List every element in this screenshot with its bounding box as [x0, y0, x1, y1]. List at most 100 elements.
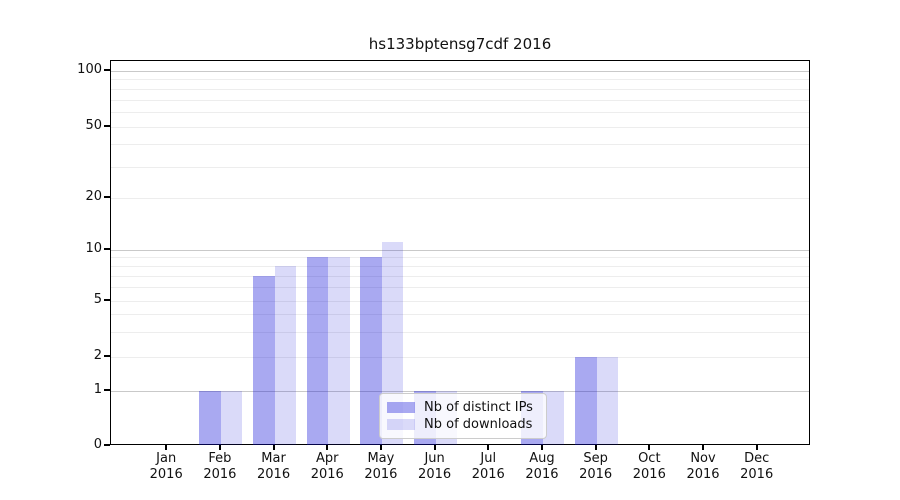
major-gridline: [111, 390, 809, 392]
month-label: Dec: [744, 451, 770, 466]
minor-gridline: [111, 332, 809, 334]
minor-gridline: [111, 144, 809, 146]
bar-downloads: [328, 257, 350, 445]
y-tick-label: 0: [93, 437, 102, 452]
x-tick-label: May 2016: [351, 451, 411, 483]
month-label: May: [367, 451, 395, 466]
x-tick-label: Jul 2016: [458, 451, 518, 483]
year-label: 2016: [632, 467, 666, 482]
minor-gridline: [111, 88, 809, 90]
bar-downloads: [274, 266, 297, 445]
y-tick-mark: [104, 444, 110, 446]
bar-distinct-ips: [306, 257, 329, 445]
y-tick-label: 10: [85, 240, 102, 256]
legend-entry-distinct-ips: Nb of distinct IPs: [387, 399, 538, 416]
x-tick-label: Feb 2016: [190, 451, 250, 483]
minor-gridline: [111, 79, 809, 81]
month-label: Sep: [583, 451, 608, 466]
year-label: 2016: [686, 467, 720, 482]
y-tick-mark: [104, 298, 110, 301]
legend-entry-downloads: Nb of downloads: [387, 416, 538, 433]
bar-downloads: [220, 390, 243, 445]
minor-gridline: [111, 166, 809, 168]
minor-gridline: [111, 266, 809, 267]
major-gridline: [111, 71, 809, 72]
year-label: 2016: [257, 467, 291, 482]
x-tick-mark: [379, 445, 382, 450]
bar-downloads: [542, 390, 565, 445]
x-tick-mark: [755, 445, 758, 450]
month-label: Aug: [529, 451, 555, 466]
month-label: Feb: [208, 451, 232, 466]
minor-gridline: [111, 314, 809, 316]
x-tick-label: Nov 2016: [673, 451, 733, 483]
month-label: Jul: [480, 451, 497, 466]
year-label: 2016: [203, 467, 237, 482]
x-tick-mark: [326, 445, 329, 450]
x-tick-mark: [272, 445, 275, 450]
distinct-ips-swatch-icon: [387, 402, 415, 413]
bar-downloads: [596, 357, 619, 445]
x-tick-label: Aug 2016: [512, 451, 572, 483]
year-label: 2016: [579, 467, 613, 482]
month-label: Jan: [156, 451, 177, 466]
legend-label-downloads: Nb of downloads: [424, 417, 533, 432]
minor-gridline: [111, 99, 809, 101]
minor-gridline: [111, 257, 809, 259]
minor-gridline: [111, 275, 809, 277]
major-gridline: [111, 249, 809, 251]
x-tick-mark: [648, 445, 651, 450]
y-tick-mark: [104, 196, 110, 199]
x-tick-mark: [702, 445, 704, 450]
minor-gridline: [111, 112, 809, 114]
month-label: Oct: [638, 451, 661, 466]
month-label: Mar: [261, 451, 286, 466]
bar-distinct-ips: [575, 357, 597, 445]
bar-distinct-ips: [199, 390, 221, 445]
y-tick-mark: [104, 388, 110, 391]
y-tick-label: 5: [93, 291, 102, 307]
y-tick-mark: [104, 355, 110, 357]
year-label: 2016: [149, 467, 183, 482]
month-label: Apr: [315, 451, 339, 466]
month-label: Jun: [424, 451, 445, 466]
x-tick-label: Jan 2016: [136, 451, 196, 483]
x-tick-label: Sep 2016: [566, 451, 626, 483]
x-tick-label: Apr 2016: [297, 451, 357, 483]
x-tick-mark: [433, 445, 436, 450]
x-tick-mark: [594, 445, 597, 450]
year-label: 2016: [740, 467, 774, 482]
minor-gridline: [111, 198, 809, 200]
x-tick-label: Dec 2016: [727, 451, 787, 483]
y-tick-label: 50: [85, 117, 102, 133]
year-label: 2016: [471, 467, 505, 482]
y-tick-mark: [104, 69, 110, 71]
chart-title: hs133bptensg7cdf 2016: [368, 35, 552, 53]
minor-gridline: [111, 300, 809, 302]
legend: Nb of distinct IPs Nb of downloads: [379, 393, 547, 439]
y-tick-label: 20: [85, 189, 102, 205]
downloads-swatch-icon: [387, 419, 415, 430]
x-tick-mark: [218, 445, 221, 450]
plot-area: [110, 60, 810, 445]
year-label: 2016: [525, 467, 559, 482]
x-tick-mark: [487, 445, 490, 450]
bar-distinct-ips: [253, 275, 275, 445]
x-tick-label: Jun 2016: [405, 451, 465, 483]
minor-gridline: [111, 357, 809, 358]
minor-gridline: [111, 126, 809, 128]
y-tick-mark: [104, 247, 110, 250]
year-label: 2016: [418, 467, 452, 482]
y-tick-label: 2: [93, 348, 102, 363]
x-tick-label: Mar 2016: [244, 451, 304, 483]
y-tick-label: 1: [93, 381, 102, 397]
x-tick-label: Oct 2016: [619, 451, 679, 483]
minor-gridline: [111, 287, 809, 289]
bar-distinct-ips: [360, 257, 382, 445]
x-tick-mark: [540, 445, 543, 450]
year-label: 2016: [364, 467, 398, 482]
month-label: Nov: [690, 451, 716, 466]
y-tick-mark: [104, 124, 110, 127]
y-tick-label: 100: [77, 62, 102, 77]
